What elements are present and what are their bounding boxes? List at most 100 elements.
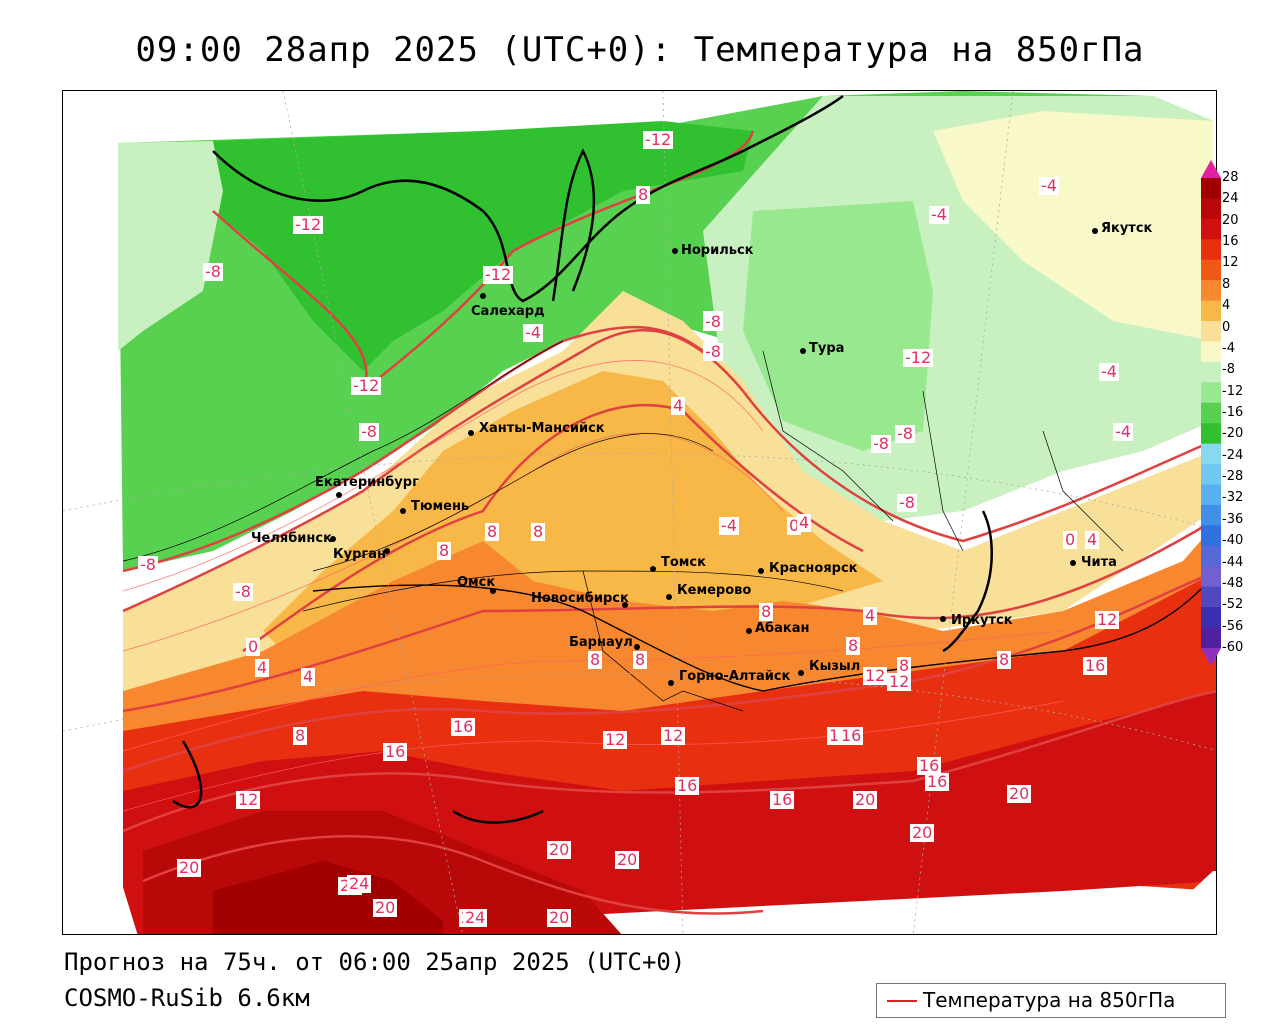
colorbar-tick-label: -36 xyxy=(1222,511,1244,527)
contour-value-label: 24 xyxy=(347,874,372,893)
city-name: Иркутск xyxy=(951,613,1013,628)
contour-value-label: 16 xyxy=(925,772,950,791)
colorbar-segment xyxy=(1201,443,1221,465)
contour-value-label: -8 xyxy=(203,262,223,281)
contour-value-label: 12 xyxy=(887,672,912,691)
legend-label: Температура на 850гПа xyxy=(923,988,1176,1012)
city-name: Тура xyxy=(809,341,845,356)
contour-value-label: 20 xyxy=(1007,784,1032,803)
border-line xyxy=(582,570,744,712)
city-name: Горно-Алтайск xyxy=(679,669,791,684)
colorbar-tick-label: -32 xyxy=(1222,490,1244,506)
outside-domain-se xyxy=(64,871,138,934)
colorbar-tick-label: 28 xyxy=(1222,170,1239,185)
contour-value-label: -8 xyxy=(703,342,723,361)
city-marker xyxy=(650,566,656,572)
contour-value-label: 16 xyxy=(383,742,408,761)
colorbar-segment xyxy=(1201,586,1221,608)
contour-value-label: 20 xyxy=(177,858,202,877)
city-name: Норильск xyxy=(681,243,754,258)
colorbar-tick-label: -4 xyxy=(1222,340,1235,356)
colorbar-tick-label: 20 xyxy=(1222,212,1239,228)
colorbar-tick-label: 24 xyxy=(1222,191,1239,207)
city-name: Абакан xyxy=(755,621,810,636)
city-name: Новосибирск xyxy=(531,591,629,606)
border-line xyxy=(122,340,564,562)
thin-isotherm xyxy=(122,700,1064,812)
contour-value-label: 8 xyxy=(588,650,603,669)
contour-value-label: -12 xyxy=(293,215,324,234)
contour-value-label: -4 xyxy=(1113,422,1133,441)
colorbar-tick-label: -56 xyxy=(1222,618,1244,634)
contour-value-label: -8 xyxy=(871,434,891,453)
colorbar-tick-label: -60 xyxy=(1222,640,1244,655)
contour-value-label: 4 xyxy=(863,606,878,625)
colorbar-segment xyxy=(1201,525,1221,547)
contour-value-label: 20 xyxy=(615,850,640,869)
contour-value-label: 0 xyxy=(246,637,261,656)
colorbar-strip xyxy=(1201,160,1221,666)
city-marker xyxy=(672,248,678,254)
colorbar-tick-label: -24 xyxy=(1222,447,1244,463)
contour-value-label: 20 xyxy=(547,908,572,927)
forecast-info: Прогноз на 75ч. от 06:00 25апр 2025 (UTC… xyxy=(64,948,686,976)
contour-value-label: 4 xyxy=(671,396,686,415)
city-name: Курган xyxy=(333,547,386,562)
colorbar-segment xyxy=(1201,504,1221,526)
contour-value-label: -4 xyxy=(929,205,949,224)
coastlines xyxy=(172,94,993,824)
isotherm-16 xyxy=(122,690,1216,833)
outside-domain-sw xyxy=(1145,871,1216,934)
colorbar-segment xyxy=(1201,218,1221,240)
colorbar-tick-label: -28 xyxy=(1222,469,1244,485)
city-marker xyxy=(800,348,806,354)
city-marker xyxy=(480,293,486,299)
contour-value-label: 8 xyxy=(636,185,651,204)
city-name: Екатеринбург xyxy=(315,475,419,490)
contour-value-label: 4 xyxy=(1085,530,1100,549)
yamal-coast xyxy=(551,148,596,302)
city-marker xyxy=(1070,560,1076,566)
isotherm-12 xyxy=(122,570,1216,773)
city-marker xyxy=(668,680,674,686)
zone-green-light xyxy=(118,141,223,351)
thin-isotherm xyxy=(122,360,764,592)
colorbar-segment xyxy=(1201,280,1221,302)
isotherm-minus-4 xyxy=(122,329,1214,613)
colorbar-bottom-arrow xyxy=(1201,648,1221,666)
colorbar-segment xyxy=(1201,259,1221,281)
city-marker xyxy=(634,644,640,650)
city-name: Ханты-Мансийск xyxy=(479,421,605,436)
city-name: Салехард xyxy=(471,304,545,319)
isotherm-minus-8 xyxy=(122,325,704,573)
colorbar: 28 24 20 16 12 8 4 0 -4 -8 -12 -16 -20 -24 -28 -32 -36 -4… xyxy=(1200,160,1280,690)
contour-value-label: 24 xyxy=(463,908,488,927)
legend: Температура на 850гПа xyxy=(876,983,1226,1018)
zone-green-mid-east xyxy=(743,201,933,451)
city-name: Якутск xyxy=(1101,221,1153,236)
contour-value-label: 4 xyxy=(797,513,812,532)
legend-line-swatch xyxy=(887,1000,917,1002)
city-marker xyxy=(1092,228,1098,234)
colorbar-tick-label: 12 xyxy=(1222,255,1239,271)
contour-value-label: 12 xyxy=(863,666,888,685)
colorbar-segment xyxy=(1201,607,1221,629)
colorbar-tick-label: -20 xyxy=(1222,426,1244,442)
contour-value-label: 8 xyxy=(293,726,308,745)
contour-value-label: 4 xyxy=(255,658,270,677)
temperature-map: Салехард Норильск Якутск Тура Ханты-Мансийск… xyxy=(62,90,1217,935)
colorbar-tick-label: 0 xyxy=(1222,319,1231,335)
colorbar-tick-label: 16 xyxy=(1222,234,1239,250)
contour-value-label: 20 xyxy=(853,790,878,809)
contour-value-label: 8 xyxy=(633,650,648,669)
contour-value-label: 12 xyxy=(236,790,261,809)
colorbar-segment xyxy=(1201,361,1221,383)
city-marker xyxy=(330,536,336,542)
caspian-coast xyxy=(172,740,203,809)
border-line xyxy=(312,433,714,572)
zone-yellow-east xyxy=(933,111,1213,341)
outside-domain-nw xyxy=(63,91,118,934)
colorbar-segment xyxy=(1201,382,1221,404)
contour-value-label: -12 xyxy=(351,376,382,395)
contour-value-label: -12 xyxy=(643,130,674,149)
